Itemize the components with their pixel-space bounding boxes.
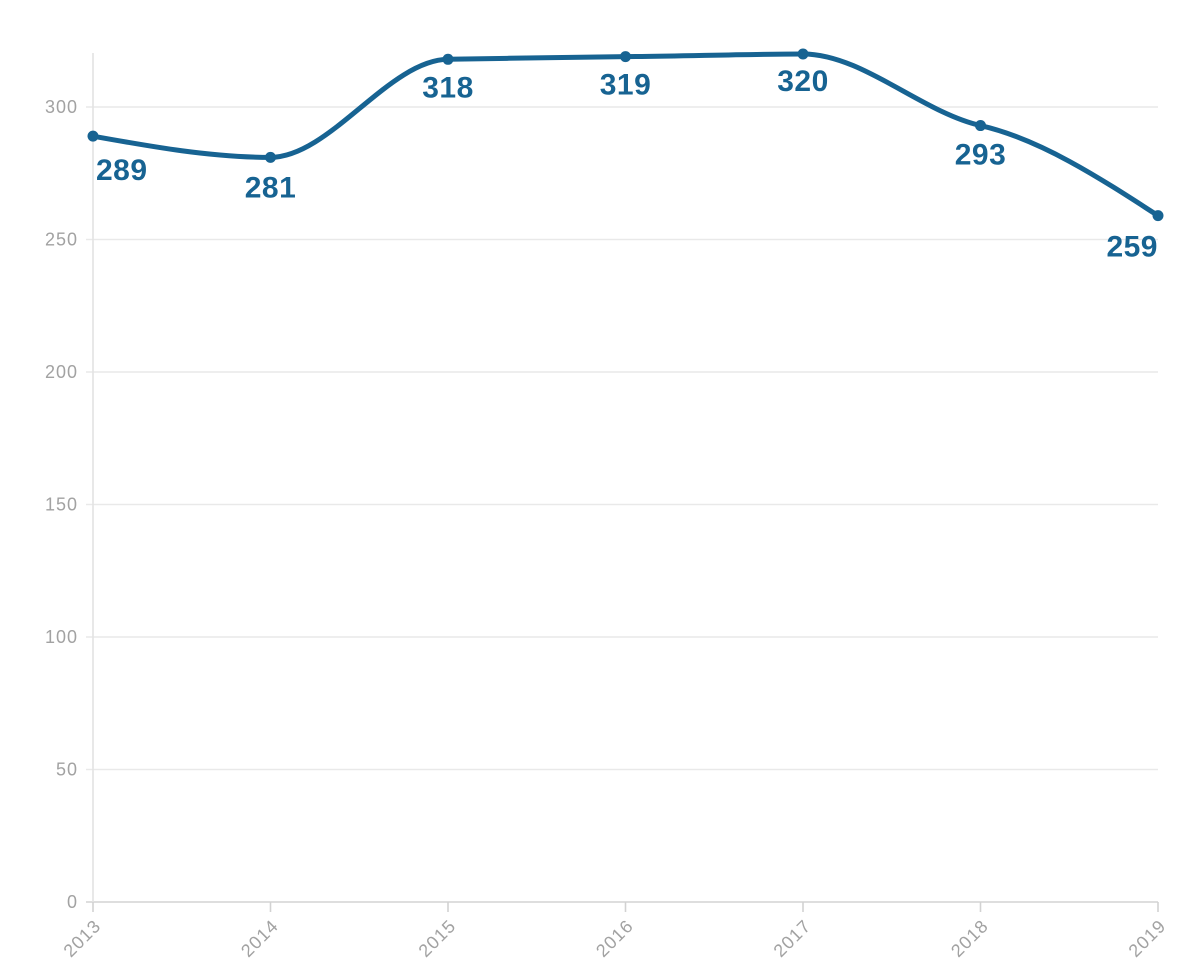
x-axis-tick-label: 2014	[237, 916, 282, 961]
x-axis-tick-label: 2018	[947, 916, 992, 961]
data-point-2013	[87, 130, 99, 142]
y-axis-tick-label: 50	[56, 760, 78, 780]
data-point-2019	[1152, 210, 1164, 222]
x-axis-tick-label: 2017	[770, 916, 815, 961]
x-axis-tick-label: 2013	[60, 916, 105, 961]
y-axis-tick-label: 150	[45, 495, 78, 515]
data-label-2015: 318	[422, 71, 474, 104]
y-axis-tick-label: 250	[45, 230, 78, 250]
data-label-2014: 281	[245, 171, 297, 204]
data-label-2016: 319	[600, 69, 652, 102]
data-point-2015	[442, 53, 454, 65]
y-axis-tick-label: 200	[45, 362, 78, 382]
y-axis-tick-label: 100	[45, 627, 78, 647]
x-axis-tick-label: 2016	[592, 916, 637, 961]
y-axis-tick-label: 300	[45, 97, 78, 117]
x-axis-tick-label: 2015	[415, 916, 460, 961]
data-label-2013: 289	[96, 154, 148, 187]
data-label-2017: 320	[777, 65, 829, 98]
data-label-2018: 293	[955, 139, 1007, 172]
data-point-2017	[797, 48, 809, 60]
y-axis-tick-label: 0	[67, 892, 78, 912]
data-point-2016	[620, 51, 631, 63]
data-point-2014	[265, 151, 276, 163]
x-axis-tick-label: 2019	[1125, 916, 1170, 961]
data-label-2019: 259	[1106, 231, 1158, 264]
data-point-2018	[975, 120, 986, 132]
